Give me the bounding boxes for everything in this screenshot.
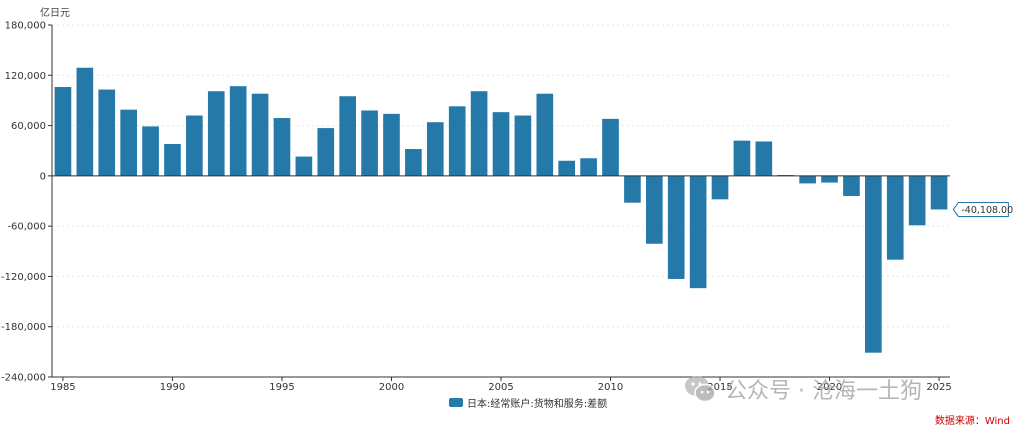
watermark-text: 公众号 · 沧海一土狗 bbox=[725, 379, 922, 404]
bar[interactable] bbox=[251, 93, 269, 176]
y-tick-label: 0 bbox=[40, 171, 46, 182]
y-axis-unit: 亿日元 bbox=[40, 6, 70, 19]
y-tick-label: -240,000 bbox=[1, 373, 46, 384]
x-tick-label: 1985 bbox=[50, 382, 75, 393]
bar[interactable] bbox=[514, 115, 532, 176]
bar[interactable] bbox=[164, 144, 181, 176]
x-tick-label: 2015 bbox=[707, 382, 732, 393]
bar[interactable] bbox=[229, 86, 247, 176]
bar[interactable] bbox=[558, 160, 576, 176]
axes bbox=[48, 24, 950, 381]
bar[interactable] bbox=[624, 175, 641, 203]
bar[interactable] bbox=[448, 106, 466, 176]
y-tick-label: -180,000 bbox=[1, 322, 46, 333]
bar[interactable] bbox=[405, 149, 422, 176]
source-note: 数据来源：Wind bbox=[934, 416, 1010, 427]
bar[interactable] bbox=[317, 128, 335, 176]
callout-box bbox=[952, 201, 1009, 217]
bar[interactable] bbox=[667, 175, 685, 279]
bar[interactable] bbox=[930, 175, 948, 210]
bar[interactable] bbox=[755, 141, 773, 176]
bar[interactable] bbox=[76, 67, 94, 176]
bar[interactable] bbox=[689, 175, 707, 289]
bars bbox=[54, 67, 948, 353]
bar[interactable] bbox=[886, 175, 904, 260]
bar[interactable] bbox=[492, 112, 510, 176]
bar[interactable] bbox=[821, 175, 838, 183]
x-tick-label: 2005 bbox=[488, 382, 513, 393]
watermark: 公众号 · 沧海一土狗 bbox=[683, 372, 922, 406]
y-tick-label: -120,000 bbox=[1, 272, 46, 283]
x-tick-label: 2020 bbox=[817, 382, 842, 393]
bar[interactable] bbox=[470, 91, 488, 176]
x-tick-label: 2000 bbox=[379, 382, 404, 393]
bar[interactable] bbox=[733, 140, 751, 176]
bar[interactable] bbox=[908, 175, 926, 226]
y-axis-tick-labels: 180,000 120,000 60,000 0 -60,000 -120,000 -180… bbox=[1, 21, 46, 384]
bar[interactable] bbox=[843, 175, 860, 196]
x-tick-label: 2010 bbox=[598, 382, 623, 393]
x-axis-tick-labels: 1985 1990 1995 2000 2005 2010 2015 2020 2025 bbox=[50, 382, 952, 393]
bar[interactable] bbox=[799, 175, 816, 184]
bar[interactable] bbox=[536, 93, 554, 176]
bar[interactable] bbox=[426, 122, 444, 176]
bar[interactable] bbox=[580, 158, 597, 176]
bar[interactable] bbox=[98, 89, 116, 176]
bar[interactable] bbox=[273, 118, 291, 176]
legend[interactable]: 日本:经常账户:货物和服务:差额 bbox=[449, 395, 607, 410]
bar[interactable] bbox=[339, 96, 357, 176]
y-tick-label: 180,000 bbox=[5, 21, 46, 32]
bar[interactable] bbox=[361, 110, 378, 176]
gridlines bbox=[52, 24, 950, 378]
x-tick-label: 1995 bbox=[269, 382, 294, 393]
bar[interactable] bbox=[120, 109, 137, 176]
bar[interactable] bbox=[142, 126, 159, 176]
y-tick-label: 120,000 bbox=[5, 71, 46, 82]
bar[interactable] bbox=[711, 175, 729, 200]
bar[interactable] bbox=[383, 113, 400, 176]
bar[interactable] bbox=[207, 91, 225, 176]
bar[interactable] bbox=[54, 87, 72, 176]
last-value-callout: -40,108.00 bbox=[952, 201, 1013, 217]
x-tick-label: 1990 bbox=[160, 382, 185, 393]
bar[interactable] bbox=[186, 115, 203, 176]
bar[interactable] bbox=[865, 175, 882, 353]
legend-swatch bbox=[449, 398, 463, 407]
bar[interactable] bbox=[602, 118, 619, 176]
y-tick-label: -60,000 bbox=[7, 222, 46, 233]
x-tick-label: 2025 bbox=[926, 382, 951, 393]
callout-label: -40,108.00 bbox=[961, 205, 1013, 216]
bar[interactable] bbox=[295, 156, 313, 176]
wechat-icon bbox=[685, 376, 716, 403]
legend-label: 日本:经常账户:货物和服务:差额 bbox=[467, 399, 608, 410]
y-tick-label: 60,000 bbox=[11, 121, 46, 132]
bar[interactable] bbox=[645, 175, 663, 244]
